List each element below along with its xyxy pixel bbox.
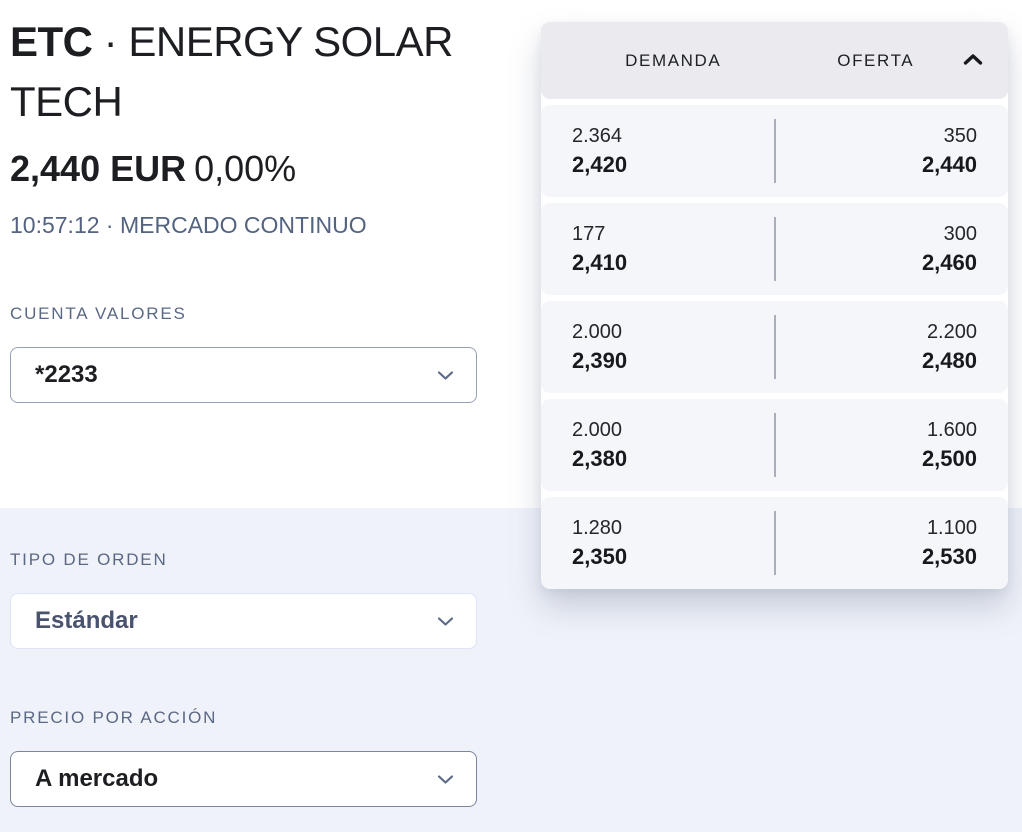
instrument-name: ENERGY SOLAR TECH [10,18,454,125]
offer-price: 2,530 [921,543,977,569]
collapse-book-button[interactable] [956,47,990,75]
price-line: 2,440 EUR 0,00% [10,148,492,190]
offer-cell: 1.100 2,530 [775,515,977,572]
offer-price: 2,500 [921,445,977,471]
demand-cell: 2.000 2,390 [572,319,775,376]
quote-time: 10:57:12 [10,212,100,238]
price-per-share-label: PRECIO POR ACCIÓN [10,708,218,727]
last-price: 2,440 EUR [10,148,187,189]
market-name: MERCADO CONTINUO [119,212,367,238]
order-type-value: Estándar [35,607,138,634]
order-book-header: DEMANDA OFERTA [541,22,1008,99]
offer-cell: 1.600 2,500 [775,417,977,474]
demand-volume: 2.000 [572,320,623,343]
column-divider [773,217,776,281]
offer-price: 2,460 [921,249,977,275]
demand-column-header: DEMANDA [625,50,722,70]
column-divider [773,119,776,183]
order-book-row[interactable]: 2.000 2,390 2.200 2,480 [541,301,1008,393]
order-book-row[interactable]: 1.280 2,350 1.100 2,530 [541,497,1008,589]
demand-cell: 177 2,410 [572,221,775,278]
offer-column-header: OFERTA [837,50,915,70]
demand-volume: 2.000 [572,418,623,441]
account-label: CUENTA VALORES [10,304,187,323]
demand-volume: 177 [572,222,606,245]
account-field: CUENTA VALORES *2233 [10,304,477,403]
time-separator: · [105,212,114,238]
offer-price: 2,480 [921,347,977,373]
chevron-down-icon [437,774,454,785]
order-book-row[interactable]: 2.000 2,380 1.600 2,500 [541,399,1008,491]
market-status-line: 10:57:12 · MERCADO CONTINUO [10,210,492,240]
price-per-share-select[interactable]: A mercado [10,751,477,807]
offer-volume: 1.100 [926,516,977,539]
ticker-symbol: ETC [10,18,93,65]
title-separator: · [103,18,118,65]
offer-cell: 2.200 2,480 [775,319,977,376]
column-divider [773,315,776,379]
offer-cell: 350 2,440 [775,123,977,180]
order-type-select[interactable]: Estándar [10,593,477,649]
demand-volume: 2.364 [572,124,623,147]
column-divider [773,511,776,575]
page-title: ETC · ENERGY SOLAR TECH [10,12,492,132]
demand-price: 2,420 [572,151,628,177]
chevron-down-icon [437,616,454,627]
offer-volume: 1.600 [926,418,977,441]
offer-volume: 300 [943,222,977,245]
quote-header: ETC · ENERGY SOLAR TECH 2,440 EUR 0,00% 1… [10,12,492,240]
demand-cell: 2.364 2,420 [572,123,775,180]
demand-price: 2,380 [572,445,628,471]
column-divider [773,413,776,477]
account-value: *2233 [35,361,98,388]
price-per-share-field: PRECIO POR ACCIÓN A mercado [10,708,477,807]
price-per-share-value: A mercado [35,765,159,792]
demand-price: 2,390 [572,347,628,373]
order-book-row[interactable]: 2.364 2,420 350 2,440 [541,105,1008,197]
offer-volume: 2.200 [926,320,977,343]
demand-volume: 1.280 [572,516,623,539]
demand-price: 2,350 [572,543,628,569]
chevron-down-icon [437,370,454,381]
order-type-label: TIPO DE ORDEN [10,550,168,569]
demand-price: 2,410 [572,249,628,275]
chevron-up-icon [962,53,984,69]
demand-cell: 2.000 2,380 [572,417,775,474]
offer-price: 2,440 [921,151,977,177]
order-type-field: TIPO DE ORDEN Estándar [10,550,477,649]
order-book-panel: DEMANDA OFERTA 2.364 2,420 350 2,440 177 [541,22,1008,589]
order-book-row[interactable]: 177 2,410 300 2,460 [541,203,1008,295]
demand-cell: 1.280 2,350 [572,515,775,572]
offer-cell: 300 2,460 [775,221,977,278]
change-percent: 0,00% [194,148,297,189]
account-select[interactable]: *2233 [10,347,477,403]
offer-volume: 350 [943,124,977,147]
